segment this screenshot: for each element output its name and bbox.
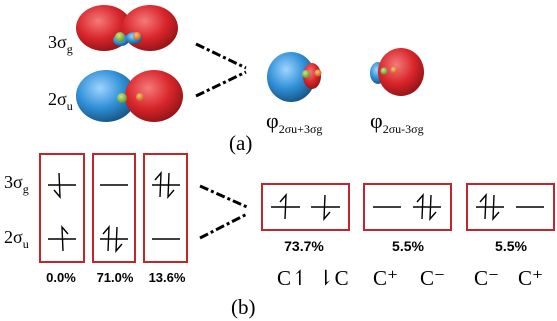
label-phi-minus: φ2σu-3σg: [370, 108, 424, 136]
config-percent-3: 13.6%: [149, 270, 186, 285]
orbital-3sigma-g: [76, 5, 178, 51]
resonance-3-electrons: [476, 193, 544, 221]
charge-label-2b: C⁻: [420, 266, 445, 290]
config-3-electrons: [152, 171, 180, 240]
resonance-box-2: [363, 183, 452, 231]
converging-lines-a: [195, 42, 247, 98]
orbital-2sigma-u: [76, 70, 183, 122]
label-2sigma-u: 2σu: [48, 89, 73, 113]
charge-label-3a: C⁻: [474, 266, 499, 290]
charge-label-1a: C↿: [277, 266, 309, 290]
panel-b-label: (b): [231, 295, 256, 319]
label-phi-plus: φ2σu+3σg: [266, 108, 322, 136]
converging-lines-b: [199, 184, 248, 240]
orbital-phi-plus: [267, 52, 322, 102]
config-1-electrons: [48, 172, 76, 252]
config-box-2: [92, 153, 136, 263]
resonance-percent-2: 5.5%: [392, 238, 424, 254]
resonance-box-3: [466, 183, 555, 231]
config-percent-2: 71.0%: [97, 270, 134, 285]
resonance-percent-3: 5.5%: [495, 238, 527, 254]
row-label-2sigma-u: 2σu: [4, 227, 29, 251]
config-box-1: [39, 153, 85, 263]
resonance-box-1: [261, 183, 350, 231]
label-3sigma-g: 3σg: [48, 32, 73, 56]
resonance-2-electrons: [373, 193, 441, 221]
resonance-percent-1: 73.7%: [284, 238, 324, 254]
charge-label-1b: ⇂C: [317, 266, 349, 290]
config-2-electrons: [100, 184, 128, 253]
panel-a-label: (a): [229, 131, 252, 155]
config-box-3: [143, 153, 188, 263]
charge-label-2a: C⁺: [373, 266, 398, 290]
resonance-1-electrons: [271, 193, 340, 221]
config-percent-1: 0.0%: [46, 270, 76, 285]
row-label-3sigma-g: 3σg: [4, 172, 29, 196]
charge-label-3b: C⁺: [518, 266, 543, 290]
orbital-phi-minus: [370, 48, 424, 96]
